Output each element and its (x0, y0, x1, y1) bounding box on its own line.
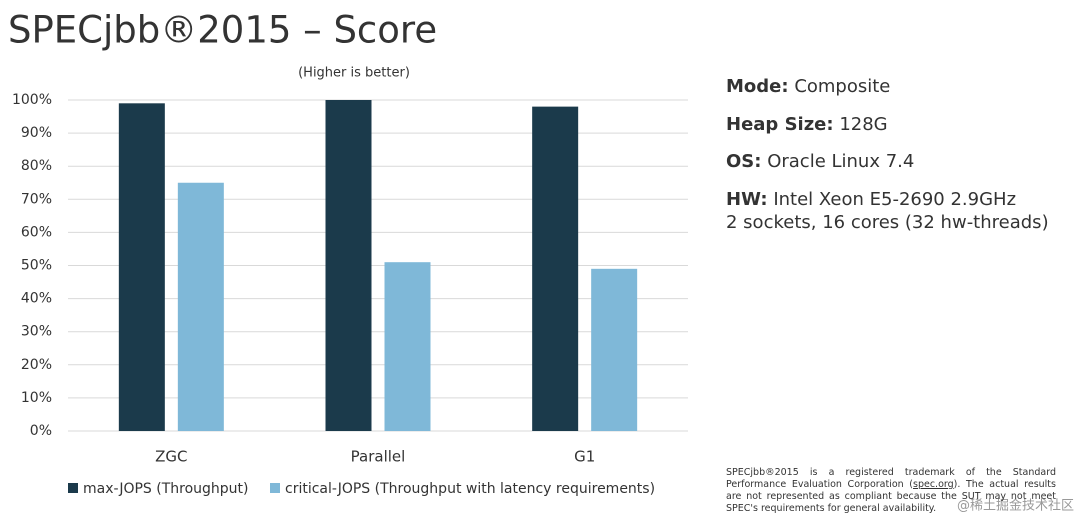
footnote-text: SPECjbb®2015 is a registered trademark o… (726, 467, 1056, 490)
footnote-text: ). The actual results are not represente… (726, 479, 1056, 514)
spec-label: OS: (726, 151, 761, 172)
x-tick-label: ZGC (155, 448, 187, 466)
spec-line: Mode: Composite (726, 76, 890, 97)
y-tick-label: 20% (21, 357, 52, 373)
spec-label: HW: (726, 189, 768, 210)
spec-value: 128G (839, 114, 887, 135)
legend-label: max-JOPS (Throughput) (83, 481, 249, 497)
y-tick-label: 60% (21, 224, 52, 240)
y-tick-label: 40% (21, 291, 52, 307)
bar (384, 262, 431, 431)
x-tick-label: Parallel (351, 448, 406, 466)
legend-label: critical-JOPS (Throughput with latency r… (285, 481, 655, 497)
bar (177, 182, 224, 431)
chart-subtitle: (Higher is better) (298, 66, 410, 81)
y-tick-label: 50% (21, 258, 52, 274)
x-tick-label: G1 (574, 448, 595, 466)
spec-label: Heap Size: (726, 114, 834, 135)
spec-line: HW: Intel Xeon E5-2690 2.9GHz (726, 189, 1016, 210)
legend-swatch (270, 483, 280, 493)
spec-line: Heap Size: 128G (726, 114, 888, 135)
bar (118, 103, 165, 431)
y-tick-label: 100% (12, 92, 52, 108)
spec-value: Oracle Linux 7.4 (767, 151, 914, 172)
bar (325, 100, 372, 431)
bar (591, 268, 638, 431)
footnote-link: spec.org (913, 479, 954, 490)
chart-title: SPECjbb®2015 – Score (8, 9, 437, 52)
spec-line: OS: Oracle Linux 7.4 (726, 151, 914, 172)
y-tick-label: 80% (21, 158, 52, 174)
y-tick-label: 90% (21, 125, 52, 141)
bar (532, 106, 579, 432)
footnote: SPECjbb®2015 is a registered trademark o… (726, 467, 1056, 515)
y-tick-label: 30% (21, 324, 52, 340)
spec-value: Intel Xeon E5-2690 2.9GHz (773, 189, 1016, 210)
watermark: @稀土掘金技术社区 (957, 498, 1074, 514)
spec-line: 2 sockets, 16 cores (32 hw-threads) (726, 212, 1049, 233)
legend-swatch (68, 483, 78, 493)
y-tick-label: 70% (21, 191, 52, 207)
spec-label: Mode: (726, 76, 789, 97)
y-tick-label: 0% (30, 423, 52, 439)
y-tick-label: 10% (21, 390, 52, 406)
spec-value: Composite (794, 76, 890, 97)
